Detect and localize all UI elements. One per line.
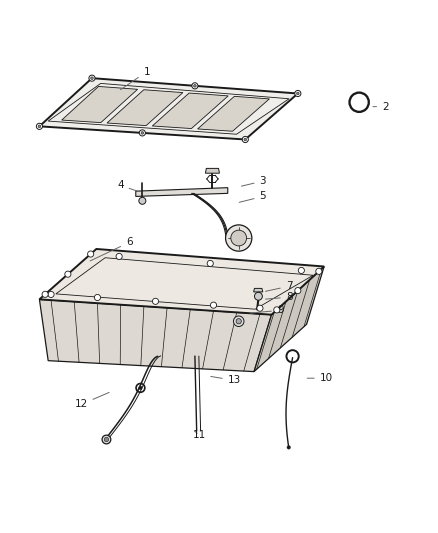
Circle shape	[48, 292, 54, 297]
Circle shape	[254, 292, 262, 300]
Circle shape	[38, 125, 41, 128]
Circle shape	[297, 92, 299, 95]
Circle shape	[65, 271, 71, 277]
Polygon shape	[39, 78, 298, 140]
Circle shape	[89, 75, 95, 81]
Circle shape	[298, 268, 304, 273]
Polygon shape	[107, 90, 183, 126]
Polygon shape	[62, 86, 138, 123]
Circle shape	[233, 316, 244, 327]
Text: 10: 10	[307, 373, 333, 383]
Text: 2: 2	[373, 102, 389, 111]
Circle shape	[210, 302, 216, 308]
Circle shape	[207, 260, 213, 266]
Circle shape	[192, 83, 198, 89]
Circle shape	[102, 435, 111, 444]
Text: 11: 11	[193, 430, 206, 440]
Text: 8: 8	[265, 292, 293, 302]
Circle shape	[242, 136, 248, 142]
Circle shape	[104, 437, 109, 442]
Circle shape	[244, 138, 247, 141]
Circle shape	[116, 253, 122, 260]
Circle shape	[287, 446, 290, 449]
Polygon shape	[205, 168, 219, 173]
Circle shape	[91, 77, 93, 79]
Text: 6: 6	[90, 237, 133, 261]
Polygon shape	[39, 249, 324, 314]
Circle shape	[274, 307, 280, 313]
Circle shape	[316, 268, 322, 274]
Circle shape	[94, 294, 101, 301]
Circle shape	[88, 251, 94, 257]
Polygon shape	[152, 93, 228, 128]
Circle shape	[141, 132, 144, 134]
Circle shape	[295, 287, 301, 294]
Circle shape	[139, 130, 145, 136]
Text: 7: 7	[265, 281, 293, 292]
Text: 12: 12	[74, 392, 109, 409]
Circle shape	[257, 305, 263, 311]
Circle shape	[139, 386, 142, 390]
Text: 5: 5	[239, 191, 266, 203]
Circle shape	[194, 85, 196, 87]
Text: 9: 9	[250, 305, 284, 316]
Circle shape	[295, 91, 301, 96]
Polygon shape	[198, 96, 269, 131]
Text: 13: 13	[211, 375, 241, 385]
Circle shape	[231, 230, 247, 246]
Circle shape	[42, 291, 48, 297]
Circle shape	[36, 123, 42, 130]
Polygon shape	[254, 288, 263, 292]
Circle shape	[139, 197, 146, 204]
Text: 3: 3	[241, 176, 266, 186]
Polygon shape	[136, 188, 228, 197]
Polygon shape	[39, 300, 272, 372]
Text: 4: 4	[117, 181, 138, 191]
Polygon shape	[254, 266, 324, 372]
Circle shape	[236, 319, 241, 324]
Circle shape	[226, 225, 252, 251]
Circle shape	[152, 298, 159, 304]
Text: 1: 1	[120, 67, 150, 90]
